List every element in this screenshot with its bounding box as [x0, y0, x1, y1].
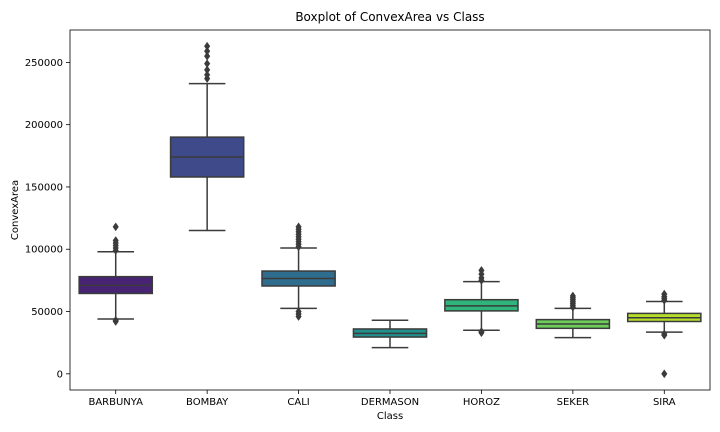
- outlier-point: [478, 265, 485, 275]
- x-tick-label: CALI: [287, 397, 309, 408]
- x-axis: BARBUNYA BOMBAY CALI DERMASON HOROZ SEKER SIRA: [88, 390, 676, 408]
- outlier-point: [112, 315, 119, 325]
- box-horoz: [444, 265, 519, 338]
- box-sira: [626, 289, 702, 379]
- y-tick-label: 250000: [25, 58, 63, 69]
- x-tick-label: HOROZ: [463, 397, 500, 408]
- box-cali: [261, 222, 336, 321]
- box-barbunya: [78, 222, 154, 326]
- outlier-point: [295, 307, 302, 316]
- y-axis: 0 50000 100000 150000 200000 250000: [25, 58, 70, 380]
- box-bombay: [169, 41, 245, 232]
- outlier-point: [204, 59, 211, 69]
- y-tick-label: 150000: [25, 182, 63, 193]
- y-axis-label: ConvexArea: [10, 180, 21, 240]
- y-tick-label: 200000: [25, 120, 63, 131]
- x-tick-label: BOMBAY: [186, 397, 229, 408]
- y-tick-label: 50000: [31, 307, 63, 318]
- box-seker: [535, 291, 611, 339]
- x-axis-label: Class: [377, 411, 403, 422]
- outlier-point: [661, 289, 668, 299]
- x-tick-label: DERMASON: [361, 397, 419, 408]
- outlier-point: [204, 65, 211, 75]
- outlier-point: [661, 329, 668, 339]
- chart-title: Boxplot of ConvexArea vs Class: [295, 10, 484, 24]
- y-tick-label: 100000: [25, 245, 63, 256]
- box-dermason: [352, 319, 428, 349]
- x-tick-label: BARBUNYA: [88, 397, 143, 408]
- outlier-point: [661, 369, 668, 379]
- outlier-point: [295, 222, 302, 232]
- outlier-point: [569, 291, 576, 301]
- plot-area: [69, 29, 711, 391]
- outlier-point: [478, 327, 485, 336]
- outlier-point: [204, 51, 211, 61]
- outlier-point: [204, 70, 211, 80]
- outlier-point: [204, 46, 211, 56]
- outlier-point: [112, 236, 119, 245]
- x-tick-label: SEKER: [557, 397, 590, 408]
- x-tick-label: SIRA: [653, 397, 676, 408]
- outlier-point: [112, 222, 119, 232]
- y-tick-label: 0: [57, 369, 63, 380]
- outlier-point: [204, 41, 211, 51]
